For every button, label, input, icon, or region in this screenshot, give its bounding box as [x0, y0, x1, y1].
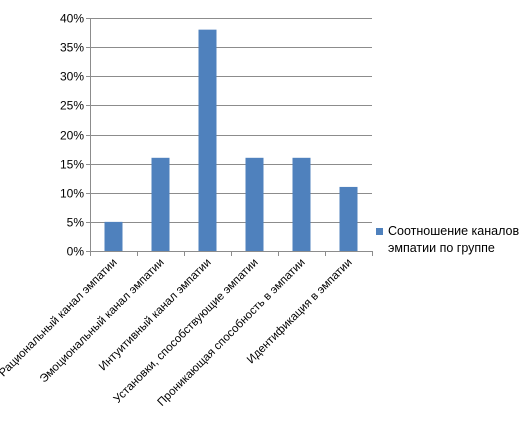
y-tick-label: 15% [60, 158, 84, 172]
bar [104, 221, 123, 251]
y-tick-label: 20% [60, 129, 84, 143]
legend-swatch [376, 228, 383, 235]
y-tick-label: 35% [60, 41, 84, 55]
legend-label: Соотношение каналов эмпатии по группе [388, 224, 520, 255]
y-tick-label: 30% [60, 70, 84, 84]
y-tick-label: 10% [60, 187, 84, 201]
y-tick-label: 5% [67, 216, 85, 230]
bar [151, 157, 170, 251]
y-tick-label: 40% [60, 12, 84, 26]
bar [292, 157, 311, 251]
x-tick-label: Идентификация в эмпатии [245, 257, 355, 367]
bars [104, 29, 358, 252]
bar [245, 157, 264, 251]
axes [90, 18, 373, 256]
y-tick-label: 0% [67, 245, 85, 259]
gridlines [90, 18, 372, 252]
x-axis-labels: Рациональный канал эмпатииЭмоциональный … [0, 257, 355, 409]
y-axis-ticks: 0% 5% 10% 15% 20% 25% 30% 35% 40% [60, 12, 90, 259]
bar [198, 29, 217, 252]
legend: Соотношение каналов эмпатии по группе [376, 223, 521, 257]
bar [339, 186, 358, 251]
y-tick-label: 25% [60, 99, 84, 113]
